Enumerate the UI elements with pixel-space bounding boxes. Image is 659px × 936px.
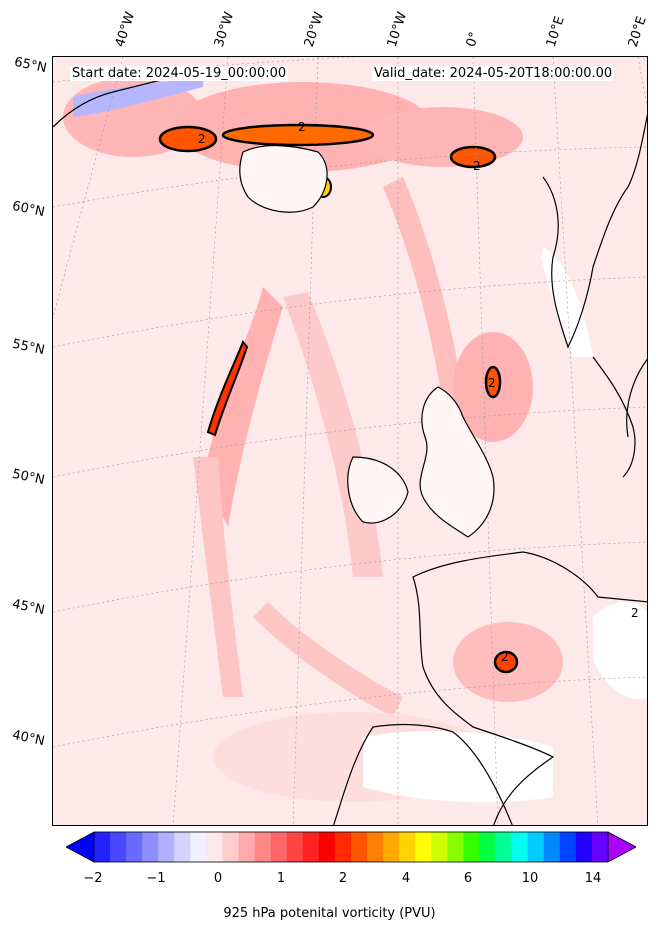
lon-label-10w: 10°W: [384, 10, 411, 49]
colorbar-swatch: [431, 832, 448, 862]
contour-label: 2: [631, 606, 639, 620]
colorbar-tick: −1: [146, 871, 166, 886]
colorbar-swatch: [270, 832, 288, 862]
colorbar-swatch: [543, 832, 561, 862]
map-panel: 2 2 2 2 2 2: [52, 56, 648, 826]
colorbar-swatch: [575, 832, 593, 862]
colorbar-outline: [93, 831, 609, 863]
start-date-label: Start date: 2024-05-19_00:00:00: [70, 66, 289, 81]
colorbar-swatch: [591, 832, 609, 862]
colorbar-tick: 14: [584, 871, 602, 886]
colorbar-extend-high: [607, 831, 636, 863]
colorbar-tick: 1: [276, 871, 286, 886]
lat-label-65: 65°N: [12, 54, 48, 77]
lat-label-45: 45°N: [10, 596, 46, 619]
lat-label-60: 60°N: [10, 198, 46, 221]
colorbar-swatch: [206, 832, 224, 862]
colorbar-tick: 0: [213, 871, 223, 886]
contour-label: 2: [298, 120, 306, 134]
map-canvas: 2 2 2 2 2 2: [53, 57, 647, 825]
lat-label-50: 50°N: [10, 466, 46, 489]
pv-low-areas: [73, 77, 647, 803]
colorbar-swatch: [158, 832, 175, 862]
colorbar-swatch: [286, 832, 304, 862]
lon-label-30w: 30°W: [211, 10, 238, 49]
contour-label: 2: [501, 650, 509, 664]
colorbar-tick: 2: [338, 871, 348, 886]
graticule: [53, 57, 647, 825]
colorbar-swatch: [222, 832, 240, 862]
colorbar-label: 925 hPa potenital vorticity (PVU): [223, 906, 436, 921]
colorbar-swatch: [447, 832, 465, 862]
colorbar-extend-low: [66, 831, 95, 863]
lon-label-20w: 20°W: [301, 10, 328, 49]
colorbar-swatch: [254, 832, 272, 862]
contour-label: 2: [473, 159, 481, 173]
colorbar-swatch: [399, 832, 416, 862]
lat-label-55: 55°N: [10, 336, 46, 359]
colorbar-tick: −2: [83, 871, 103, 886]
contour-label: 2: [198, 132, 206, 146]
colorbar-tick: 4: [401, 871, 411, 886]
lon-label-10e: 10°E: [543, 14, 568, 50]
colorbar: [66, 831, 636, 863]
colorbar-swatch: [367, 832, 384, 862]
colorbar-swatch: [495, 832, 513, 862]
colorbar-swatch: [527, 832, 545, 862]
colorbar-swatch: [318, 832, 336, 862]
colorbar-swatch: [511, 832, 529, 862]
pv-high-cores: [158, 123, 519, 674]
colorbar-swatch: [174, 832, 191, 862]
colorbar-swatch: [559, 832, 577, 862]
contour-labels: 2 2 2 2 2 2: [198, 120, 639, 664]
lon-label-0: 0°: [463, 30, 483, 49]
colorbar-swatch: [190, 832, 208, 862]
lat-label-40: 40°N: [10, 727, 46, 750]
coastlines: [53, 76, 647, 825]
contour-label: 2: [488, 376, 496, 390]
colorbar-swatch: [302, 832, 320, 862]
lon-label-40w: 40°W: [112, 10, 139, 49]
colorbar-swatch: [110, 832, 127, 862]
colorbar-swatch: [238, 832, 256, 862]
valid-date-label: Valid_date: 2024-05-20T18:00:00.00: [372, 66, 615, 81]
colorbar-swatch: [351, 832, 368, 862]
colorbar-tick: 10: [521, 871, 539, 886]
colorbar-tick: 6: [463, 871, 473, 886]
colorbar-swatch: [126, 832, 143, 862]
colorbar-swatch: [415, 832, 432, 862]
lon-label-20e: 20°E: [625, 14, 650, 50]
colorbar-swatch: [142, 832, 159, 862]
colorbar-swatch: [479, 832, 497, 862]
colorbar-swatch: [94, 832, 111, 862]
colorbar-swatch: [334, 832, 352, 862]
colorbar-swatch: [463, 832, 481, 862]
colorbar-swatch: [383, 832, 400, 862]
